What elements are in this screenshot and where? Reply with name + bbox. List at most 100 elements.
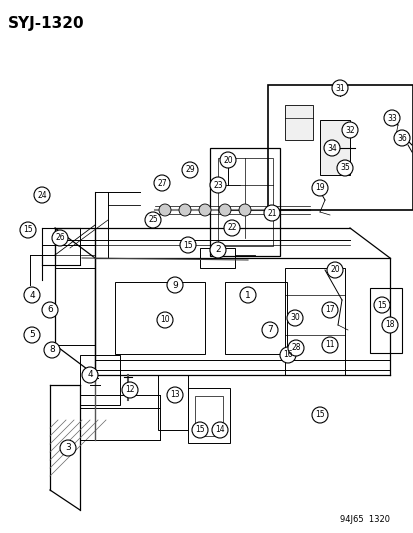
Text: 15: 15 bbox=[376, 301, 386, 310]
Text: 14: 14 bbox=[215, 425, 224, 434]
Text: 16: 16 bbox=[282, 351, 292, 359]
Circle shape bbox=[240, 287, 255, 303]
Circle shape bbox=[20, 222, 36, 238]
Text: 21: 21 bbox=[267, 208, 276, 217]
Circle shape bbox=[238, 204, 250, 216]
Text: 20: 20 bbox=[330, 265, 339, 274]
Circle shape bbox=[263, 205, 279, 221]
Circle shape bbox=[192, 422, 207, 438]
Circle shape bbox=[42, 302, 58, 318]
Circle shape bbox=[157, 312, 173, 328]
Text: 31: 31 bbox=[335, 84, 344, 93]
Circle shape bbox=[145, 212, 161, 228]
Text: SYJ-1320: SYJ-1320 bbox=[8, 16, 84, 31]
Text: 12: 12 bbox=[125, 385, 134, 394]
Circle shape bbox=[180, 237, 195, 253]
Circle shape bbox=[323, 140, 339, 156]
Bar bbox=[369, 288, 401, 353]
Circle shape bbox=[154, 175, 170, 191]
Text: 30: 30 bbox=[290, 313, 299, 322]
Bar bbox=[224, 282, 286, 354]
Circle shape bbox=[199, 204, 211, 216]
Circle shape bbox=[82, 367, 98, 383]
Circle shape bbox=[209, 242, 225, 258]
Circle shape bbox=[341, 122, 357, 138]
Circle shape bbox=[166, 277, 183, 293]
Text: 28: 28 bbox=[291, 343, 300, 352]
Circle shape bbox=[218, 204, 230, 216]
Circle shape bbox=[286, 310, 302, 326]
Text: 23: 23 bbox=[213, 181, 222, 190]
Circle shape bbox=[223, 220, 240, 236]
Text: 15: 15 bbox=[314, 410, 324, 419]
Circle shape bbox=[287, 340, 303, 356]
Text: 4: 4 bbox=[87, 370, 93, 379]
Bar bbox=[158, 375, 188, 430]
Circle shape bbox=[166, 387, 183, 403]
Text: 3: 3 bbox=[65, 443, 71, 453]
Circle shape bbox=[321, 302, 337, 318]
Text: 34: 34 bbox=[326, 143, 336, 152]
Text: 25: 25 bbox=[148, 215, 157, 224]
Circle shape bbox=[311, 407, 327, 423]
Circle shape bbox=[321, 337, 337, 353]
Text: 13: 13 bbox=[170, 391, 179, 400]
Circle shape bbox=[52, 230, 68, 246]
Circle shape bbox=[373, 297, 389, 313]
Circle shape bbox=[219, 152, 235, 168]
Circle shape bbox=[279, 347, 295, 363]
Circle shape bbox=[44, 342, 60, 358]
Text: 11: 11 bbox=[325, 341, 334, 350]
Circle shape bbox=[178, 204, 190, 216]
Circle shape bbox=[383, 110, 399, 126]
Bar bbox=[284, 268, 344, 375]
Bar bbox=[284, 105, 312, 140]
Bar bbox=[80, 355, 120, 405]
Text: 7: 7 bbox=[266, 326, 272, 335]
Bar bbox=[188, 388, 230, 443]
Bar bbox=[115, 282, 204, 354]
Circle shape bbox=[336, 160, 352, 176]
Text: 2: 2 bbox=[215, 246, 220, 254]
Text: 5: 5 bbox=[29, 330, 35, 340]
Text: 1: 1 bbox=[244, 290, 250, 300]
Text: 26: 26 bbox=[55, 233, 65, 243]
Circle shape bbox=[331, 80, 347, 96]
Text: 36: 36 bbox=[396, 133, 406, 142]
Circle shape bbox=[24, 287, 40, 303]
Circle shape bbox=[311, 180, 327, 196]
Circle shape bbox=[261, 322, 277, 338]
Circle shape bbox=[24, 327, 40, 343]
Text: 29: 29 bbox=[185, 166, 195, 174]
Text: 20: 20 bbox=[223, 156, 232, 165]
Circle shape bbox=[182, 162, 197, 178]
Circle shape bbox=[393, 130, 409, 146]
Text: 9: 9 bbox=[172, 280, 178, 289]
Bar bbox=[319, 120, 349, 175]
Circle shape bbox=[159, 204, 171, 216]
Text: 15: 15 bbox=[195, 425, 204, 434]
Bar bbox=[199, 248, 235, 268]
Text: 22: 22 bbox=[227, 223, 236, 232]
Bar bbox=[209, 148, 279, 256]
Text: 8: 8 bbox=[49, 345, 55, 354]
Text: 94J65  1320: 94J65 1320 bbox=[339, 515, 389, 524]
Text: 24: 24 bbox=[37, 190, 47, 199]
Circle shape bbox=[381, 317, 397, 333]
Text: 10: 10 bbox=[160, 316, 169, 325]
Circle shape bbox=[60, 440, 76, 456]
Circle shape bbox=[326, 262, 342, 278]
Text: 15: 15 bbox=[23, 225, 33, 235]
Text: 27: 27 bbox=[157, 179, 166, 188]
Text: 15: 15 bbox=[183, 240, 192, 249]
Circle shape bbox=[122, 382, 138, 398]
Circle shape bbox=[209, 177, 225, 193]
Text: 4: 4 bbox=[29, 290, 35, 300]
Bar bbox=[218, 158, 272, 246]
Circle shape bbox=[34, 187, 50, 203]
Text: 35: 35 bbox=[339, 164, 349, 173]
Text: 32: 32 bbox=[344, 125, 354, 134]
Circle shape bbox=[211, 422, 228, 438]
Text: 18: 18 bbox=[385, 320, 394, 329]
Text: 33: 33 bbox=[386, 114, 396, 123]
